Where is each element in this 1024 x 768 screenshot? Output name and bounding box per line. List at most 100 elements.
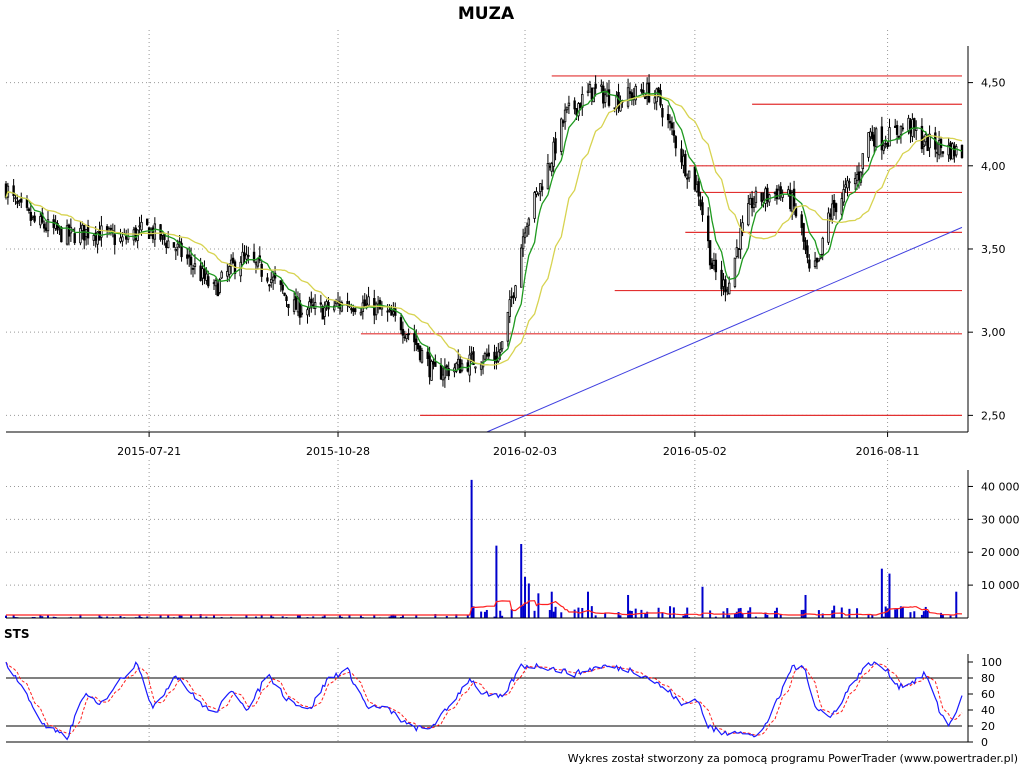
- volume-bar: [499, 610, 502, 618]
- volume-bar: [399, 616, 402, 618]
- volume-bar: [298, 615, 301, 618]
- candle-body: [907, 117, 910, 131]
- price-panel: 2,50 3,00 3,50 4,00 4,50 2015-07-21 2015-10-28…: [4, 30, 1006, 458]
- candle-body: [220, 271, 223, 279]
- volume-bar: [560, 612, 563, 618]
- candle-body: [748, 197, 752, 205]
- sts-y-tick-label: 60: [981, 688, 995, 701]
- volume-bar: [644, 613, 647, 618]
- candle-body: [937, 140, 941, 156]
- volume-bar: [604, 613, 607, 618]
- candle-body: [497, 351, 500, 362]
- volume-bar: [726, 608, 729, 618]
- candle-body: [827, 212, 830, 243]
- candle-body: [256, 258, 260, 267]
- candle-body: [813, 260, 817, 267]
- volume-bar: [480, 611, 483, 618]
- price-y-tick-label: 3,50: [981, 243, 1006, 256]
- candle-body: [294, 296, 298, 310]
- volume-bar: [537, 593, 540, 618]
- candle-body: [212, 282, 216, 285]
- candle-body: [245, 254, 248, 260]
- candle-body: [441, 374, 445, 381]
- candle-body: [308, 301, 311, 309]
- candle-body: [708, 240, 712, 266]
- volume-bar: [581, 607, 584, 618]
- candle-body: [231, 257, 235, 264]
- candle-body: [941, 151, 945, 154]
- volume-average: [6, 600, 963, 616]
- candle-body: [550, 163, 553, 172]
- candle-body: [300, 312, 303, 315]
- price-y-tick-label: 3,00: [981, 326, 1006, 339]
- candle-body: [846, 180, 849, 189]
- candle-body: [888, 127, 891, 147]
- candle-body: [794, 207, 798, 217]
- candle-body: [561, 120, 565, 124]
- volume-bar: [709, 610, 712, 618]
- candle-body: [661, 108, 664, 118]
- candle-body: [634, 85, 637, 101]
- candle-body: [176, 243, 179, 248]
- candle-body: [283, 292, 286, 296]
- candle-body: [159, 224, 162, 240]
- candle-body: [815, 257, 819, 263]
- price-y-tick-label: 4,00: [981, 160, 1006, 173]
- candle-body: [203, 268, 206, 279]
- candle-body: [443, 367, 447, 379]
- candle-body: [292, 299, 296, 312]
- candle-body: [298, 300, 302, 318]
- candle-body: [281, 284, 284, 291]
- candle-body: [802, 223, 805, 242]
- volume-bar: [779, 613, 782, 618]
- candle-body: [674, 136, 677, 149]
- candle-body: [567, 102, 571, 107]
- candle-body: [247, 255, 250, 257]
- volume-bar: [79, 614, 82, 618]
- volume-bar: [466, 615, 469, 618]
- candle-body: [352, 308, 355, 312]
- candle-body: [548, 165, 552, 168]
- volume-bar: [272, 616, 275, 618]
- volume-bar: [524, 576, 527, 618]
- candle-body: [191, 267, 195, 270]
- volume-bar: [472, 606, 475, 618]
- volume-bar: [949, 615, 952, 618]
- volume-bar: [913, 611, 916, 618]
- volume-bar: [483, 611, 486, 618]
- candle-body: [363, 299, 366, 306]
- candle-body: [485, 353, 489, 357]
- candle-body: [806, 245, 809, 258]
- candle-body: [632, 95, 635, 98]
- sts-y-tick-label: 0: [981, 736, 988, 749]
- candle-body: [205, 273, 208, 281]
- volume-bar: [220, 616, 223, 618]
- candle-body: [563, 109, 567, 123]
- volume-bar: [520, 544, 523, 618]
- candle-body: [252, 251, 256, 262]
- candle-body: [695, 183, 698, 192]
- candle-body: [670, 122, 674, 129]
- candle-body: [844, 184, 847, 188]
- candle-body: [353, 308, 357, 313]
- volume-bar: [627, 594, 630, 618]
- time-tick-label: 2016-05-02: [663, 445, 727, 458]
- candle-body: [766, 187, 769, 201]
- volume-bar: [848, 608, 851, 618]
- candle-body: [312, 304, 315, 307]
- candle-body: [842, 189, 845, 203]
- volume-bar: [747, 610, 750, 618]
- candle-body: [754, 190, 758, 204]
- candle-body: [92, 234, 95, 241]
- candle-body: [266, 277, 269, 282]
- candle-body: [521, 236, 525, 250]
- candle-body: [359, 311, 363, 315]
- candle-body: [840, 198, 843, 215]
- candle-body: [508, 299, 511, 317]
- volume-bar: [190, 615, 193, 618]
- candle-body: [560, 118, 563, 152]
- candle-body: [279, 280, 282, 285]
- candle-body: [565, 106, 569, 111]
- candle-body: [867, 132, 870, 158]
- candle-body: [773, 192, 777, 194]
